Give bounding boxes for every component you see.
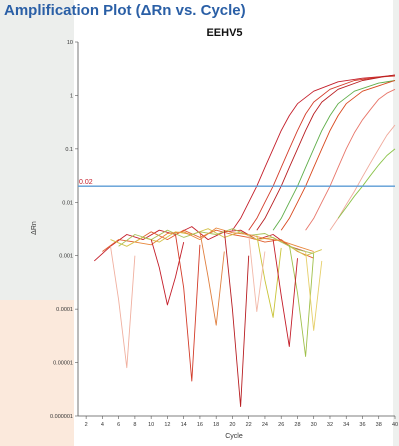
series-group <box>93 74 396 408</box>
x-tick-label: 12 <box>164 422 170 428</box>
y-tick-label: 10 <box>67 40 73 46</box>
x-tick-label: 10 <box>148 422 154 428</box>
page-title: Amplification Plot (ΔRn vs. Cycle) <box>4 2 246 19</box>
x-tick-label: 36 <box>359 422 365 428</box>
x-tick-label: 8 <box>133 422 136 428</box>
series-line-6 <box>305 88 396 231</box>
series-line-3 <box>256 74 396 231</box>
series-line-7 <box>329 124 396 231</box>
x-tick-label: 20 <box>229 422 235 428</box>
series-line-19 <box>256 235 282 318</box>
x-tick-label: 40 <box>392 422 398 428</box>
x-tick-label: 6 <box>117 422 120 428</box>
x-tick-label: 2 <box>85 422 88 428</box>
chart-title: EEHV5 <box>206 27 243 39</box>
y-tick-label: 0.0001 <box>56 307 73 313</box>
background-panel-left <box>0 0 74 300</box>
series-line-2 <box>248 75 396 231</box>
series-line-8 <box>337 148 396 219</box>
series-line-5 <box>280 80 396 231</box>
x-tick-label: 30 <box>311 422 317 428</box>
x-tick-label: 4 <box>101 422 104 428</box>
series-line-17 <box>110 246 136 369</box>
series-line-22 <box>272 239 298 347</box>
threshold-label: 0.02 <box>79 179 93 186</box>
x-tick-label: 16 <box>197 422 203 428</box>
series-line-10 <box>102 229 314 259</box>
x-tick-label: 18 <box>213 422 219 428</box>
x-tick-label: 22 <box>246 422 252 428</box>
x-tick-label: 32 <box>327 422 333 428</box>
series-line-4 <box>272 80 396 231</box>
x-tick-label: 26 <box>278 422 284 428</box>
series-line-12 <box>118 228 314 254</box>
y-tick-label: 0.01 <box>62 200 73 206</box>
y-tick-label: 0.000001 <box>50 414 73 420</box>
x-tick-label: 34 <box>343 422 349 428</box>
y-tick-label: 0.1 <box>65 147 73 153</box>
series-line-18 <box>199 231 225 326</box>
x-tick-label: 24 <box>262 422 268 428</box>
y-axis-title: ΔRn <box>31 221 38 235</box>
series-line-15 <box>175 234 201 382</box>
series-line-20 <box>288 244 315 357</box>
y-tick-label: 0.001 <box>59 254 73 260</box>
threshold-group: 0.02 <box>78 179 395 187</box>
y-tick-label: 0.00001 <box>53 361 73 367</box>
y-tick-label: 1 <box>70 93 73 99</box>
x-tick-label: 28 <box>294 422 300 428</box>
series-line-16 <box>223 230 250 408</box>
background-panel-left-lower <box>0 300 74 446</box>
background-panel-right <box>393 0 399 446</box>
series-line-23 <box>248 234 266 313</box>
series-line-14 <box>150 239 185 306</box>
series-line-21 <box>305 251 323 331</box>
x-tick-label: 14 <box>181 422 187 428</box>
series-line-1 <box>232 74 396 231</box>
x-axis-title: Cycle <box>225 433 243 440</box>
x-tick-label: 38 <box>376 422 382 428</box>
